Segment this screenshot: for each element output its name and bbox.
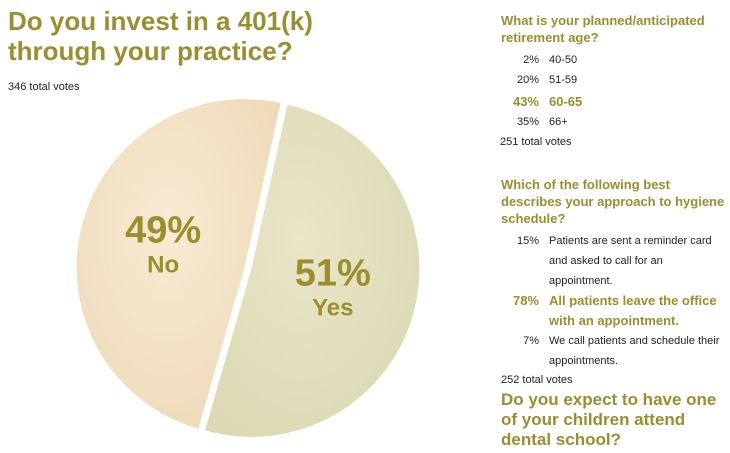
option-percent: 78% (512, 293, 539, 308)
hygiene-option: 15% Patients are sent a reminder card an… (501, 231, 726, 291)
pie-slice-no (76, 99, 281, 429)
option-label: All patients leave the office with an ap… (549, 293, 717, 328)
option-label: Patients are sent a reminder card and as… (549, 235, 712, 287)
option-label: 40-50 (549, 54, 578, 66)
pie-slice-yes (205, 104, 420, 437)
hygiene-poll: Which of the following best describes yo… (501, 176, 726, 386)
retirement-option: 35% 66+ (501, 112, 726, 132)
retirement-question: What is your planned/anticipated retirem… (501, 13, 705, 45)
pie-category-label: No (147, 252, 179, 279)
retirement-poll: What is your planned/anticipated retirem… (500, 12, 726, 148)
option-percent: 15% (516, 235, 539, 247)
hygiene-total-votes: 252 total votes (501, 374, 573, 386)
pie-percent-label: 51% (295, 252, 371, 294)
retirement-total-votes: 251 total votes (500, 136, 572, 148)
retirement-option-highlighted: 43% 60-65 (501, 90, 726, 112)
option-percent: 7% (523, 335, 539, 347)
retirement-option: 2% 40-50 (501, 50, 726, 70)
hygiene-question: Which of the following best describes yo… (501, 177, 725, 226)
children-question: Do you expect to have one of your childr… (501, 390, 717, 449)
pie-category-label: Yes (312, 294, 353, 321)
main-total-votes: 346 total votes (8, 81, 80, 93)
main-question-title: Do you invest in a 401(k) through your p… (8, 6, 313, 66)
option-label: 51-59 (549, 74, 578, 86)
option-percent: 20% (516, 74, 539, 86)
hygiene-option-highlighted: 78% All patients leave the office with a… (501, 291, 726, 331)
pie-percent-label: 49% (125, 210, 201, 252)
option-percent: 35% (516, 116, 539, 128)
option-label: 66+ (549, 116, 568, 128)
option-percent: 43% (512, 93, 539, 109)
retirement-option: 20% 51-59 (501, 70, 726, 90)
option-label: 60-65 (549, 93, 583, 109)
hygiene-option: 7% We call patients and schedule their a… (501, 331, 726, 371)
option-label: We call patients and schedule their appo… (549, 335, 720, 367)
option-percent: 2% (523, 54, 539, 66)
